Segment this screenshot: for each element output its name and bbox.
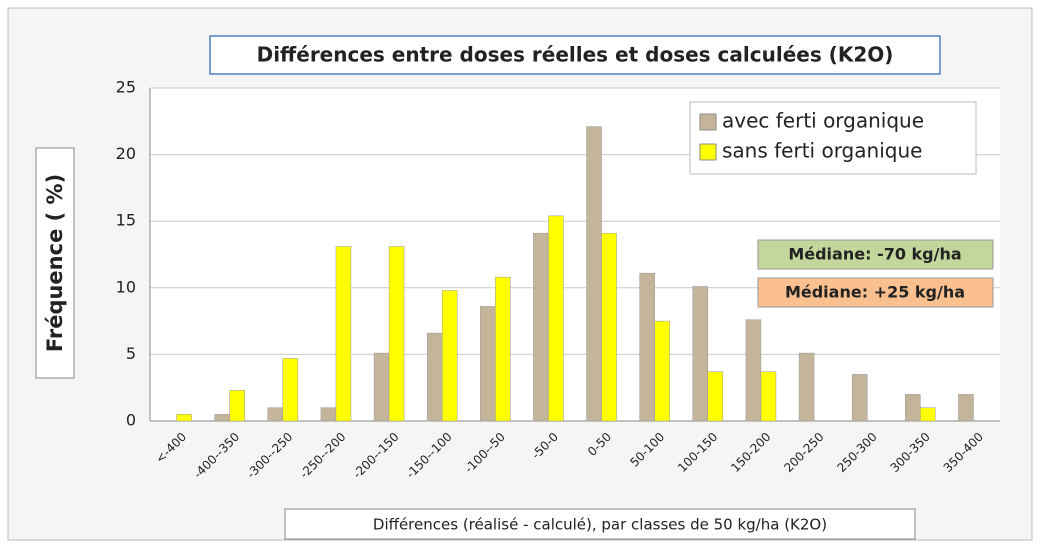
bar bbox=[905, 394, 921, 422]
bar bbox=[760, 371, 777, 422]
bar bbox=[176, 414, 192, 422]
x-axis-label: Différences (réalisé - calculé), par cla… bbox=[373, 516, 827, 534]
bar bbox=[441, 290, 458, 422]
bar bbox=[601, 232, 617, 422]
bar bbox=[707, 371, 724, 422]
x-label-box bbox=[284, 508, 916, 540]
y-tick-label: 10 bbox=[116, 277, 136, 296]
annotation: Médiane: -70 kg/ha bbox=[788, 245, 961, 264]
bar bbox=[745, 319, 762, 422]
bar bbox=[533, 232, 549, 422]
chart-title: Différences entre doses réelles et doses… bbox=[257, 43, 894, 67]
y-tick-label: 25 bbox=[116, 78, 136, 97]
bar bbox=[214, 414, 230, 422]
bar bbox=[958, 394, 974, 422]
annotation: Médiane: +25 kg/ha bbox=[785, 283, 965, 302]
bar bbox=[798, 352, 815, 422]
title-box bbox=[209, 35, 941, 75]
legend-box bbox=[689, 101, 977, 175]
bar bbox=[654, 320, 670, 422]
y-label-box bbox=[35, 147, 75, 379]
y-tick-label: 0 bbox=[126, 411, 136, 430]
legend-swatch bbox=[699, 113, 717, 131]
bar bbox=[282, 358, 299, 422]
y-axis-label: Fréquence ( %) bbox=[43, 174, 67, 352]
annotation-box bbox=[757, 277, 994, 308]
bar bbox=[495, 276, 511, 422]
bar bbox=[426, 332, 443, 422]
bar bbox=[480, 306, 496, 422]
bar bbox=[335, 246, 352, 422]
bar bbox=[267, 407, 284, 422]
bar bbox=[639, 272, 655, 422]
bar bbox=[229, 390, 245, 422]
y-tick-label: 20 bbox=[116, 144, 136, 163]
legend-label: avec ferti organique bbox=[722, 109, 924, 133]
bar bbox=[548, 215, 564, 422]
bar bbox=[692, 286, 709, 422]
legend-swatch bbox=[699, 143, 717, 161]
bar bbox=[388, 246, 405, 422]
bar bbox=[920, 407, 936, 422]
bar bbox=[320, 407, 337, 422]
legend-label: sans ferti organique bbox=[722, 139, 922, 163]
annotation-box bbox=[757, 239, 994, 270]
bar bbox=[586, 126, 602, 422]
y-tick-label: 15 bbox=[116, 211, 136, 230]
y-tick-label: 5 bbox=[126, 344, 136, 363]
bar bbox=[373, 352, 390, 422]
bar bbox=[851, 374, 868, 422]
